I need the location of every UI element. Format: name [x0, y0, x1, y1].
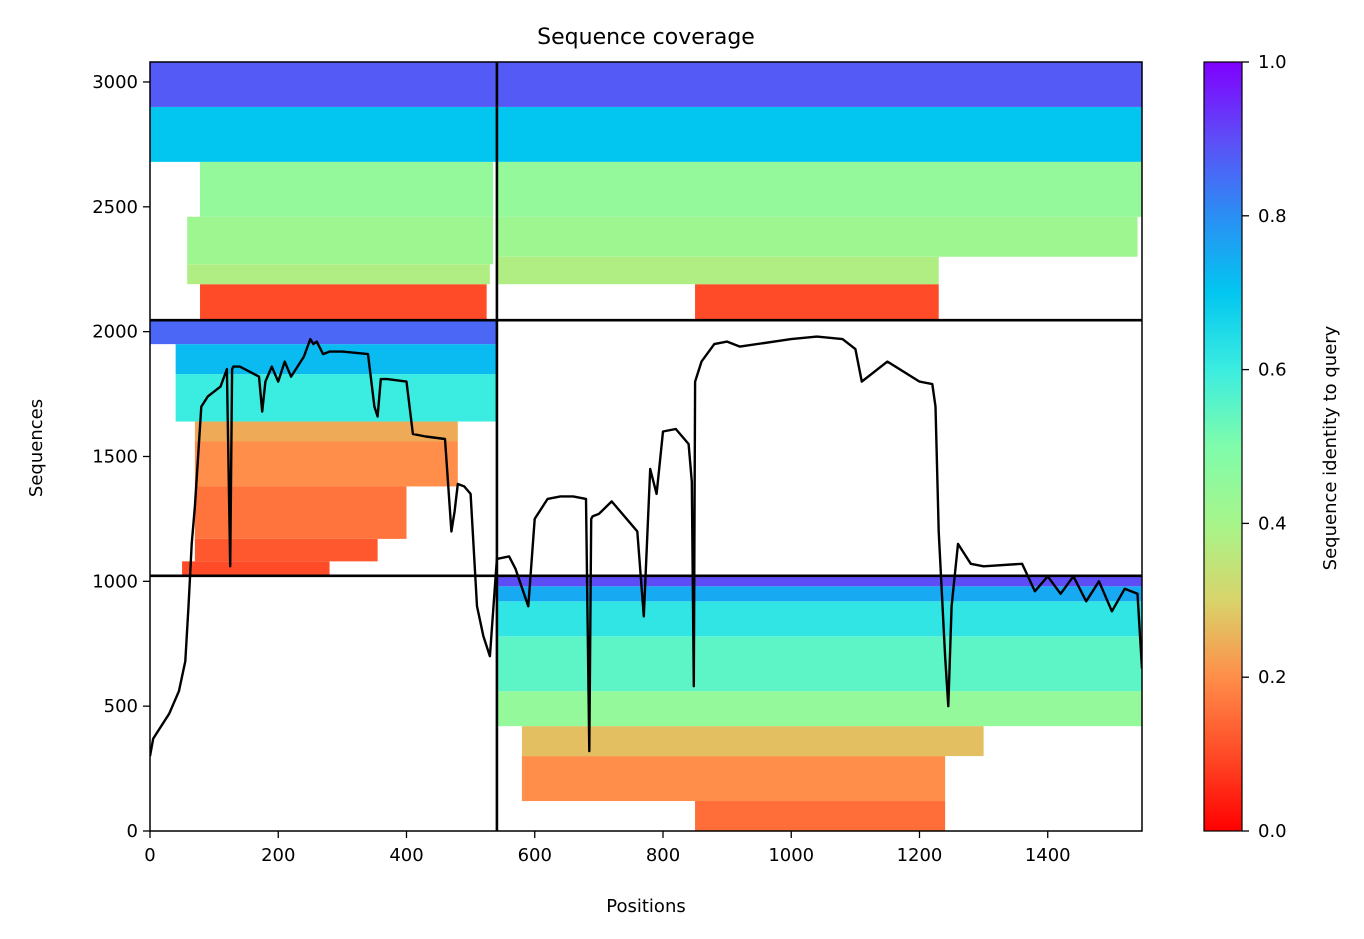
colorbar-tick-label: 1.0: [1258, 52, 1287, 73]
chain-boundaries: [150, 62, 1142, 831]
identity-band: [150, 106, 497, 162]
x-tick-label: 400: [389, 845, 423, 866]
identity-band: [496, 62, 1142, 107]
colorbar-ticks: 0.0 0.2 0.4 0.6 0.8 1.0: [1242, 52, 1287, 842]
identity-band: [521, 726, 984, 757]
identity-band: [496, 575, 1142, 587]
y-tick-label: 3000: [92, 72, 138, 93]
heatmap-block-A: [150, 62, 497, 321]
identity-band: [194, 486, 407, 539]
plot-frame: [149, 61, 1143, 832]
x-tick-label: 1200: [897, 845, 943, 866]
identity-band: [187, 216, 494, 265]
colorbar-tick-label: 0.6: [1258, 360, 1287, 381]
heatmap-block-C: [150, 320, 497, 576]
heatmap-blocks: [150, 62, 1142, 831]
identity-band: [150, 62, 497, 107]
identity-band: [150, 320, 497, 345]
heatmap-block-B: [496, 62, 1142, 321]
colorbar-tick-label: 0.2: [1258, 667, 1287, 688]
coverage-line: [150, 335, 1142, 757]
identity-band: [496, 106, 1142, 162]
y-axis-label: Sequences: [26, 399, 47, 497]
identity-band: [521, 756, 946, 802]
y-axis-ticks: 0 500 1000 1500 2000 2500 3000: [92, 72, 150, 842]
y-tick-label: 1500: [92, 446, 138, 467]
heatmap-block-D: [496, 575, 1142, 831]
x-tick-label: 600: [518, 845, 552, 866]
chart-title: Sequence coverage: [537, 25, 755, 50]
identity-band: [187, 264, 490, 285]
colorbar-label: Sequence identity to query: [1320, 325, 1341, 570]
identity-band: [496, 586, 1142, 602]
identity-band: [695, 801, 946, 831]
x-tick-label: 0: [144, 845, 155, 866]
colorbar-tick-label: 0.8: [1258, 206, 1287, 227]
identity-band: [496, 216, 1138, 257]
identity-band: [194, 421, 458, 442]
identity-band: [496, 601, 1142, 637]
identity-band: [496, 161, 1142, 217]
identity-band: [496, 636, 1142, 692]
colorbar-tick-label: 0.4: [1258, 513, 1287, 534]
y-tick-label: 2000: [92, 322, 138, 343]
identity-band: [200, 284, 487, 321]
x-axis-ticks: 0 200 400 600 800 1000 1200 1400: [144, 831, 1071, 866]
identity-band: [496, 256, 939, 285]
x-tick-label: 800: [646, 845, 680, 866]
identity-band: [194, 441, 458, 487]
x-tick-label: 200: [261, 845, 295, 866]
coverage-line-layer: [150, 335, 1142, 757]
y-tick-label: 2500: [92, 197, 138, 218]
identity-band: [175, 374, 497, 422]
x-tick-label: 1400: [1025, 845, 1071, 866]
colorbar-tick-label: 0.0: [1258, 821, 1287, 842]
identity-band: [194, 538, 378, 562]
colorbar: [1203, 61, 1243, 832]
y-tick-label: 500: [104, 696, 138, 717]
identity-band: [496, 691, 1142, 727]
x-axis-label: Positions: [606, 896, 685, 917]
identity-band: [182, 561, 330, 576]
identity-band: [200, 161, 494, 217]
identity-band: [695, 284, 939, 321]
identity-band: [175, 344, 497, 375]
x-tick-label: 1000: [768, 845, 814, 866]
y-tick-label: 0: [127, 821, 138, 842]
y-tick-label: 1000: [92, 571, 138, 592]
